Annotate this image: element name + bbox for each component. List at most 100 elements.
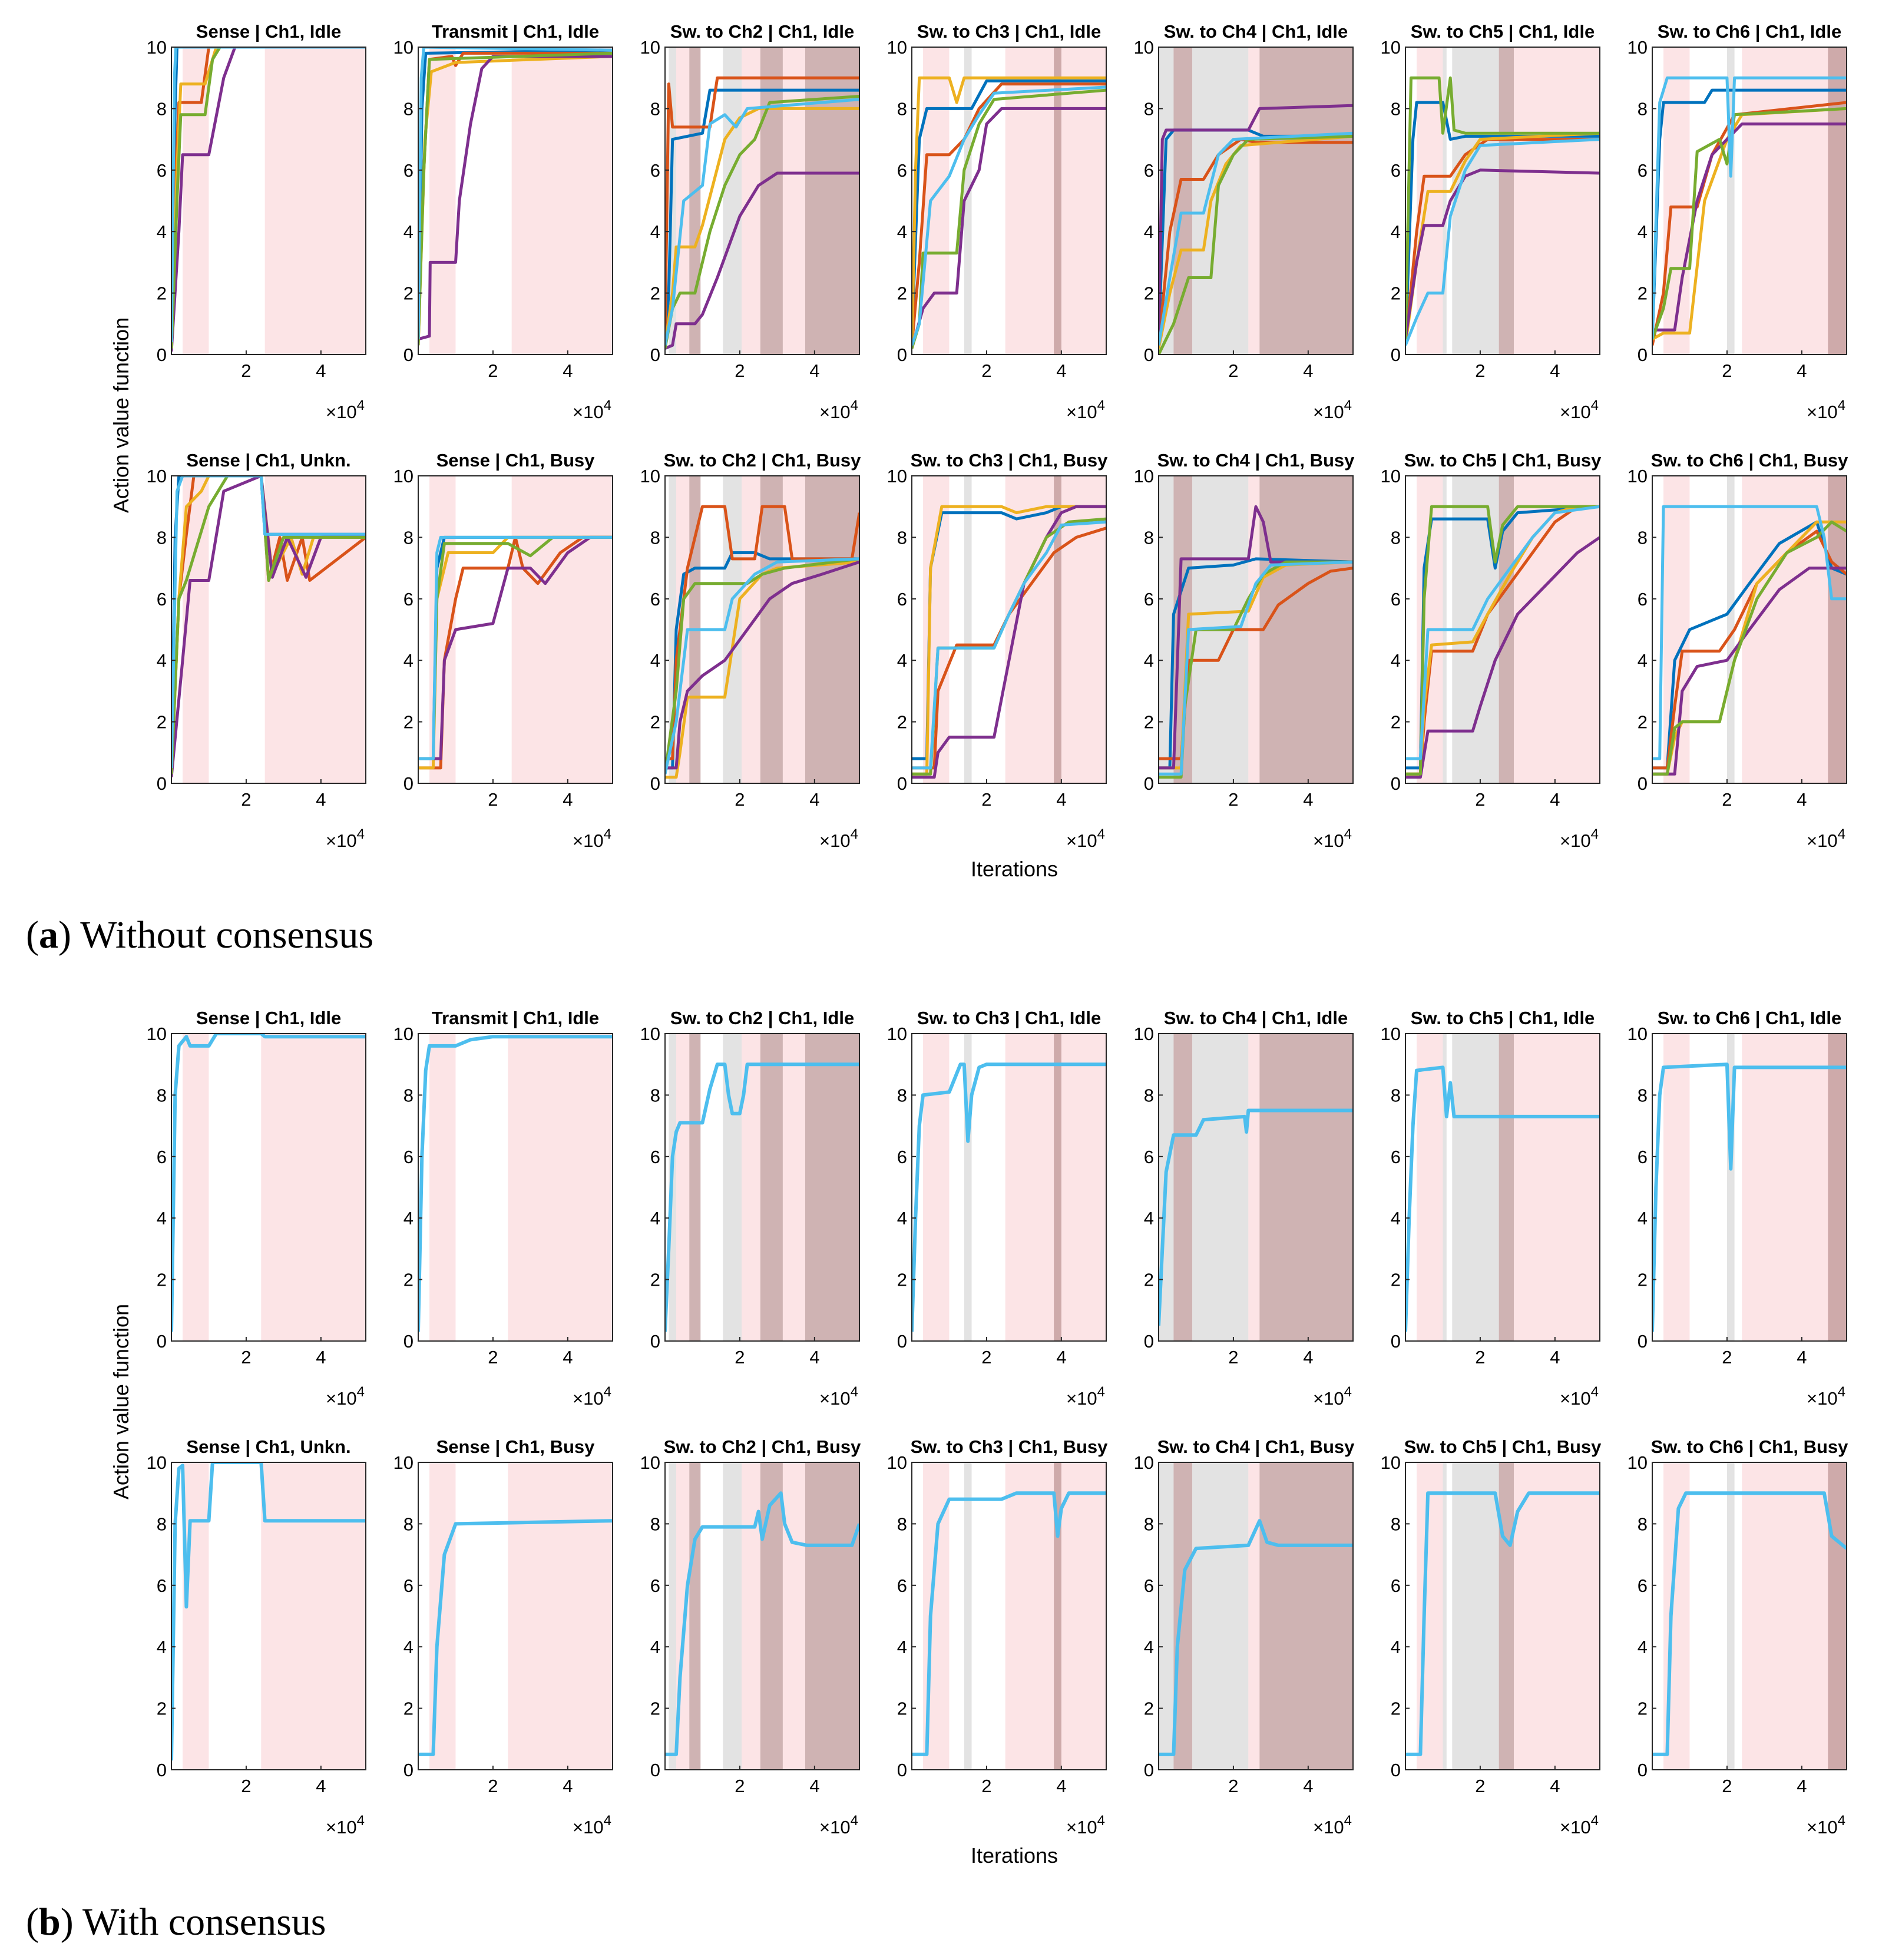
figa-panel-13-ytick-label: 4 (1391, 650, 1401, 671)
figa-panel-11-band-2 (964, 476, 972, 783)
figa-panel-13-x-multiplier: ×104 (1560, 826, 1599, 851)
figa-panel-13-xtick-label: 2 (1475, 789, 1485, 810)
figa-panel-2-ytick-label: 10 (393, 37, 414, 58)
figb-panel-11-series-consensus (912, 1491, 1106, 1756)
figb-panel-9-x-multiplier: ×104 (573, 1813, 611, 1838)
figa-panel-5-ytick-label: 8 (1144, 98, 1154, 119)
figb-panel-12-band-5 (1259, 1462, 1353, 1770)
figb-panel-7-ytick-label: 2 (1638, 1270, 1648, 1290)
figb-panel-6-band-5 (1514, 1034, 1600, 1341)
figa-panel-5-xtick-label: 4 (1303, 360, 1313, 381)
figa-panel-3-x-multiplier: ×104 (819, 398, 858, 422)
figb-panel-13-x-multiplier: ×104 (1560, 1813, 1599, 1838)
figb-panel-12-ytick-label: 4 (1144, 1637, 1154, 1657)
figa-panel-8-series-agent3 (171, 476, 366, 777)
figb-panel-11-ytick-label: 10 (887, 1452, 907, 1473)
figa-panel-10-ytick-label: 10 (640, 466, 660, 486)
figb-panel-7-ytick-label: 6 (1638, 1147, 1648, 1167)
figa-panel-4-band-4 (1054, 47, 1061, 355)
figb-panel-3-axes-box (664, 1033, 860, 1342)
figb-xlabel: Iterations (971, 1843, 1058, 1868)
figa-panel-4-xtick-label: 4 (1056, 360, 1066, 381)
figb-panel-12-ytick-label: 10 (1134, 1452, 1154, 1473)
figa-panel-3-ytick-label: 2 (650, 283, 660, 304)
figa-panel-3-series-agent5 (665, 95, 859, 349)
figa-panel-7-ytick-label: 0 (1638, 345, 1648, 365)
figb-panel-1-x-multiplier: ×104 (326, 1384, 365, 1409)
figa-panel-2-ytick-label: 0 (403, 345, 414, 365)
figb-panel-9-ytick-label: 8 (403, 1514, 414, 1534)
figa-panel-1-ytick-label: 2 (157, 283, 167, 304)
figb-panel-3-xtick-label: 2 (735, 1347, 745, 1368)
figa-panel-8-ytick-label: 4 (157, 650, 167, 671)
figb-panel-4-ytick-label: 0 (897, 1331, 907, 1352)
figb-panel-2-ytick-label: 6 (403, 1147, 414, 1167)
figb-panel-10-title: Sw. to Ch2 | Ch1, Busy (664, 1436, 862, 1457)
figa-panel-12-axes-box (1158, 475, 1354, 784)
figb-panel-14-title: Sw. to Ch6 | Ch1, Busy (1651, 1436, 1849, 1457)
figa-panel-8-series-agent5 (171, 476, 366, 774)
figa-panel-14-xtick-label: 2 (1722, 789, 1732, 810)
figa-panel-5-series-agent5 (1159, 134, 1353, 355)
figb-panel-12-band-1 (1159, 1462, 1174, 1770)
figa-panel-8-ytick-label: 8 (157, 527, 167, 548)
figa-panel-11-ytick-label: 10 (887, 466, 907, 486)
figb-panel-12-ytick-label: 8 (1144, 1514, 1154, 1534)
figb-panel-9-ytick-label: 4 (403, 1637, 414, 1657)
caption-a-text: Without consensus (80, 913, 374, 956)
figb-panel-1-ytick-label: 4 (157, 1208, 167, 1229)
figa-panel-6-ytick-label: 6 (1391, 160, 1401, 181)
figb-panel-5-ytick-label: 4 (1144, 1208, 1154, 1229)
figb-panel-7-title: Sw. to Ch6 | Ch1, Idle (1658, 1008, 1841, 1028)
figb-panel-10-ytick-label: 8 (650, 1514, 660, 1534)
figb-panel-6-series-consensus (1405, 1065, 1600, 1332)
figa-panel-5-ytick-label: 10 (1134, 37, 1154, 58)
figa-panel-3-series-agent4 (665, 171, 859, 350)
figb-panel-7-band-4 (1828, 1034, 1847, 1341)
figa-panel-13-ytick-label: 2 (1391, 712, 1401, 733)
figa-panel-3-ytick-label: 10 (640, 37, 660, 58)
figa-panel-2-x-multiplier: ×104 (573, 398, 611, 422)
figb-panel-13-ytick-label: 6 (1391, 1575, 1401, 1596)
figb-panel-4-ytick-label: 2 (897, 1270, 907, 1290)
figa-panel-12-ytick-label: 2 (1144, 712, 1154, 733)
figb-panel-2-ytick-label: 4 (403, 1208, 414, 1229)
figa-panel-3-ytick-label: 8 (650, 98, 660, 119)
figa-panel-14-ytick-label: 10 (1628, 466, 1648, 486)
figb-panel-3-ytick-label: 8 (650, 1085, 660, 1105)
figb-panel-11-x-multiplier: ×104 (1066, 1813, 1105, 1838)
figa-panel-11-series-agent3 (912, 505, 1106, 776)
figb-panel-3-ytick-label: 4 (650, 1208, 660, 1229)
figa-panel-7-band-4 (1828, 47, 1847, 355)
figa-panel-8-ytick-label: 0 (157, 773, 167, 794)
figb-panel-6-xtick-label: 4 (1550, 1347, 1560, 1368)
figb-panel-7-xtick-label: 4 (1797, 1347, 1807, 1368)
figb-panel-10-xtick-label: 4 (809, 1776, 819, 1796)
figa-panel-5-ytick-label: 4 (1144, 221, 1154, 242)
figa-panel-1-ytick-label: 8 (157, 98, 167, 119)
figa-panel-7-band-1 (1663, 47, 1690, 355)
figa-panel-1-xtick-label: 2 (241, 360, 251, 381)
figb-panel-1-xtick-label: 4 (316, 1347, 326, 1368)
figb-panel-1-ytick-label: 6 (157, 1147, 167, 1167)
figb-panel-6-xtick-label: 2 (1475, 1347, 1485, 1368)
figa-panel-1-title: Sense | Ch1, Idle (196, 21, 341, 42)
figb-panel-4-axes-box (911, 1033, 1107, 1342)
figa-panel-12-title: Sw. to Ch4 | Ch1, Busy (1157, 450, 1355, 471)
figb-panel-1-band-1 (183, 1034, 209, 1341)
figa-panel-1-axes-box (171, 47, 366, 355)
figa-panel-12-band-5 (1259, 476, 1353, 783)
figb-panel-1-title: Sense | Ch1, Idle (196, 1008, 341, 1028)
caption-b-letter: b (38, 1901, 61, 1944)
figb-panel-4-xtick-label: 2 (981, 1347, 991, 1368)
figb-panel-14-ytick-label: 0 (1638, 1760, 1648, 1780)
figb-panel-9-axes-box (418, 1462, 613, 1770)
figb-panel-10-band-6 (760, 1462, 783, 1770)
figb-panel-7-axes-box (1652, 1033, 1847, 1342)
figa-panel-5-axes-box (1158, 47, 1354, 355)
figa-panel-3-xtick-label: 2 (735, 360, 745, 381)
figa-panel-2-ytick-label: 8 (403, 98, 414, 119)
